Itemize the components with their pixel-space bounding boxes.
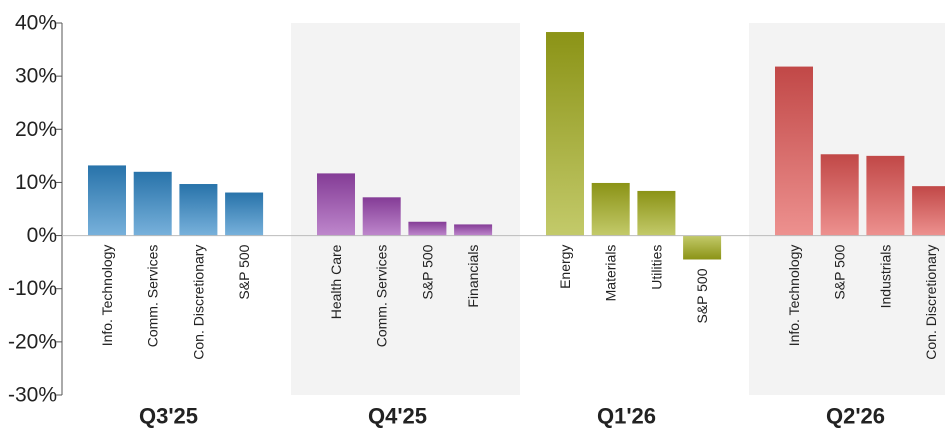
category-label: S&P 500	[832, 244, 848, 299]
quarter-label: Q2'26	[826, 404, 885, 429]
category-labels: Info. Technology Comm. Services Con. Discr…	[99, 244, 939, 359]
y-tick-label: 30%	[15, 65, 57, 88]
bar-s-p-500	[683, 235, 722, 260]
bar-s-p-500	[225, 192, 264, 236]
category-label: Info. Technology	[99, 245, 115, 347]
bar-comm-services	[362, 197, 401, 236]
category-label: Industrials	[877, 245, 893, 309]
category-label: Materials	[603, 245, 619, 302]
y-tick-label: 20%	[15, 118, 57, 141]
category-label: S&P 500	[694, 268, 710, 323]
bar-info-technology	[88, 165, 126, 236]
category-label: S&P 500	[236, 244, 252, 299]
quarter-label: Q3'25	[139, 404, 198, 429]
bar-info-technology	[775, 66, 813, 236]
y-tick-label: 0%	[27, 224, 57, 247]
bar-health-care	[317, 173, 355, 236]
bar-con-discretionary	[912, 186, 945, 236]
category-label: Energy	[557, 245, 573, 289]
y-tick-label: 40%	[15, 12, 57, 35]
category-label: Con. Discretionary	[923, 245, 939, 360]
bar-financials	[454, 224, 493, 236]
bar-con-discretionary	[179, 184, 218, 236]
bars	[88, 32, 945, 260]
y-tick-label: 10%	[15, 171, 57, 194]
y-axis: 40% 30% 20% 10% 0% -10% -20% -30%	[8, 12, 63, 407]
bar-energy	[546, 32, 584, 236]
y-tick-label: -20%	[8, 330, 57, 353]
category-label: Utilities	[648, 245, 664, 290]
quarter-label: Q4'25	[368, 404, 427, 429]
category-label: S&P 500	[419, 244, 435, 299]
bar-materials	[591, 182, 630, 236]
quarter-labels: Q3'25 Q4'25 Q1'26 Q2'26	[139, 404, 885, 429]
y-tick-label: -10%	[8, 277, 57, 300]
quarter-label: Q1'26	[597, 404, 656, 429]
bar-comm-services	[133, 171, 172, 236]
bar-utilities	[637, 190, 676, 236]
category-label: Con. Discretionary	[190, 245, 206, 360]
bar-industrials	[866, 155, 905, 236]
bar-s-p-500	[820, 154, 859, 236]
category-label: Comm. Services	[374, 245, 390, 348]
category-label: Info. Technology	[786, 245, 802, 347]
category-label: Comm. Services	[145, 245, 161, 348]
y-tick-label: -30%	[8, 384, 57, 407]
category-label: Financials	[465, 245, 481, 308]
bar-s-p-500	[408, 221, 447, 236]
category-label: Health Care	[328, 244, 344, 319]
